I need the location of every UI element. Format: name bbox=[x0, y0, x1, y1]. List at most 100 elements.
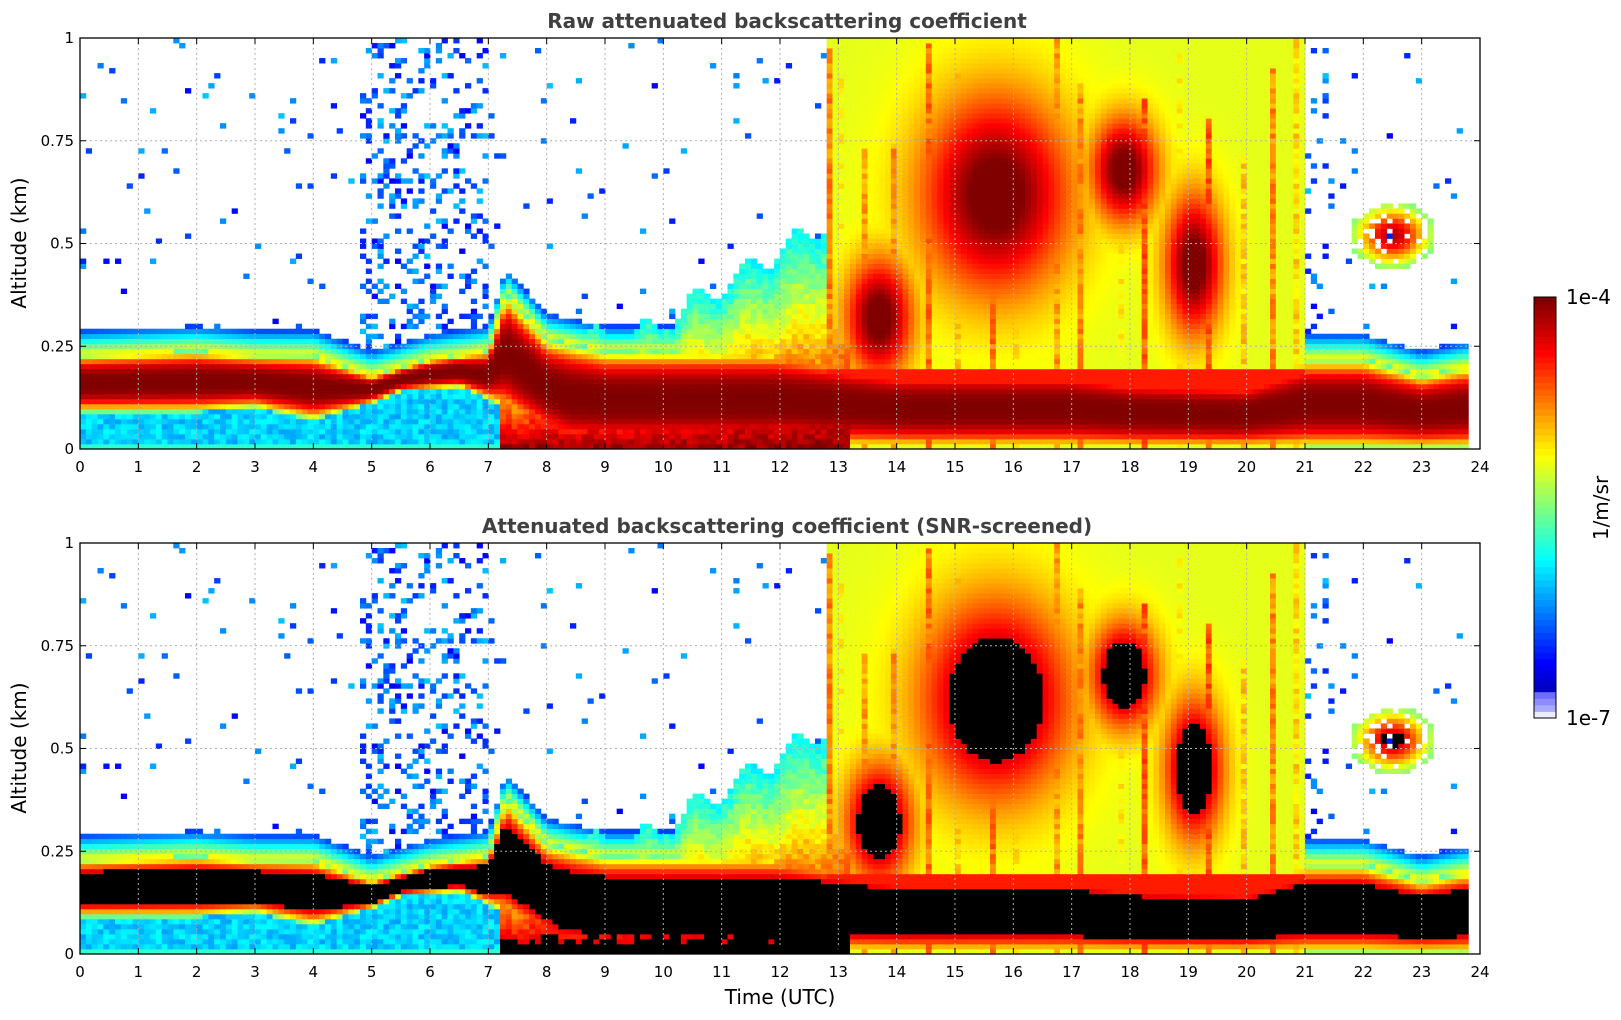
heatmap-cell bbox=[529, 398, 536, 405]
heatmap-cell bbox=[610, 393, 618, 400]
heatmap-cell bbox=[575, 308, 583, 315]
heatmap-cell bbox=[377, 413, 384, 420]
heatmap-cell bbox=[220, 438, 227, 445]
heatmap-cell bbox=[855, 233, 863, 239]
heatmap-cell bbox=[885, 188, 892, 194]
heatmap-cell bbox=[80, 393, 87, 400]
heatmap-cell bbox=[768, 413, 775, 420]
heatmap-cell bbox=[710, 328, 717, 335]
heatmap-cell bbox=[389, 403, 396, 410]
heatmap-cell bbox=[249, 348, 256, 355]
heatmap-cell bbox=[371, 443, 378, 450]
heatmap-cell bbox=[844, 408, 851, 415]
heatmap-cell bbox=[873, 328, 880, 335]
heatmap-cell bbox=[896, 218, 903, 224]
heatmap-cell bbox=[383, 443, 390, 450]
heatmap-cell bbox=[103, 418, 110, 425]
heatmap-cell bbox=[546, 413, 553, 420]
heatmap-cell bbox=[710, 338, 717, 345]
heatmap-cell bbox=[126, 418, 133, 425]
heatmap-cell bbox=[873, 98, 880, 104]
heatmap-cell bbox=[430, 418, 437, 425]
heatmap-cell bbox=[855, 48, 863, 54]
heatmap-cell bbox=[435, 408, 443, 415]
heatmap-cell bbox=[371, 153, 378, 159]
heatmap-cell bbox=[412, 253, 419, 259]
heatmap-cell bbox=[593, 358, 600, 365]
heatmap-cell bbox=[832, 223, 839, 229]
heatmap-cell bbox=[832, 233, 839, 239]
heatmap-cell bbox=[797, 443, 804, 450]
heatmap-cell bbox=[896, 123, 903, 129]
heatmap-cell bbox=[255, 328, 262, 335]
heatmap-cell bbox=[371, 433, 378, 440]
heatmap-cell bbox=[902, 283, 909, 290]
heatmap-cell bbox=[517, 393, 524, 400]
heatmap-cell bbox=[488, 423, 495, 430]
heatmap-cell bbox=[330, 368, 338, 375]
heatmap-cell bbox=[482, 303, 489, 310]
heatmap-cell bbox=[575, 168, 583, 174]
heatmap-cell bbox=[348, 408, 355, 415]
heatmap-cell bbox=[523, 323, 530, 330]
heatmap-cell bbox=[447, 143, 454, 149]
heatmap-cell bbox=[896, 223, 903, 229]
heatmap-cell bbox=[861, 248, 868, 254]
heatmap-cell bbox=[797, 433, 804, 440]
heatmap-cell bbox=[855, 108, 863, 114]
heatmap-cell bbox=[774, 423, 781, 430]
heatmap-cell bbox=[844, 383, 851, 390]
heatmap-cell bbox=[698, 298, 705, 305]
heatmap-cell bbox=[144, 328, 151, 335]
heatmap-cell bbox=[505, 323, 513, 330]
heatmap-cell bbox=[885, 388, 892, 395]
heatmap-cell bbox=[850, 233, 857, 239]
heatmap-cell bbox=[482, 408, 489, 415]
heatmap-cell bbox=[896, 178, 903, 184]
heatmap-cell bbox=[733, 83, 740, 89]
heatmap-cell bbox=[622, 388, 629, 395]
heatmap-cell bbox=[879, 373, 886, 380]
heatmap-cell bbox=[902, 443, 909, 450]
heatmap-cell bbox=[896, 183, 903, 189]
heatmap-cell bbox=[290, 433, 297, 440]
heatmap-cell bbox=[564, 383, 571, 390]
heatmap-cell bbox=[301, 333, 308, 340]
heatmap-cell bbox=[161, 348, 168, 355]
heatmap-cell bbox=[91, 358, 98, 365]
heatmap-cell bbox=[657, 323, 664, 330]
heatmap-cell bbox=[570, 428, 577, 435]
heatmap-cell bbox=[220, 383, 227, 390]
heatmap-cell bbox=[155, 353, 163, 360]
heatmap-cell bbox=[815, 323, 822, 330]
heatmap-cell bbox=[780, 363, 787, 370]
heatmap-cell bbox=[675, 423, 682, 430]
heatmap-cell bbox=[599, 343, 606, 350]
heatmap-cell bbox=[325, 368, 332, 375]
heatmap-cell bbox=[546, 343, 553, 350]
heatmap-cell bbox=[622, 373, 629, 380]
heatmap-cell bbox=[354, 353, 361, 360]
heatmap-cell bbox=[424, 48, 431, 54]
heatmap-cell bbox=[855, 208, 863, 214]
heatmap-cell bbox=[441, 153, 448, 159]
heatmap-cell bbox=[675, 433, 682, 440]
heatmap-cell bbox=[115, 388, 122, 395]
heatmap-cell bbox=[791, 253, 798, 259]
heatmap-cell bbox=[214, 423, 221, 430]
heatmap-cell bbox=[832, 143, 839, 149]
heatmap-cell bbox=[161, 428, 168, 435]
heatmap-cell bbox=[389, 363, 396, 370]
heatmap-cell bbox=[523, 293, 530, 300]
heatmap-cell bbox=[791, 408, 798, 415]
heatmap-cell bbox=[319, 418, 326, 425]
heatmap-cell bbox=[424, 253, 431, 259]
heatmap-cell bbox=[879, 73, 886, 79]
heatmap-cell bbox=[120, 363, 128, 370]
heatmap-cell bbox=[266, 383, 273, 390]
heatmap-cell bbox=[453, 358, 460, 365]
heatmap-cell bbox=[144, 378, 151, 385]
heatmap-cell bbox=[354, 358, 361, 365]
heatmap-cell bbox=[529, 298, 536, 305]
heatmap-cell bbox=[307, 438, 314, 445]
